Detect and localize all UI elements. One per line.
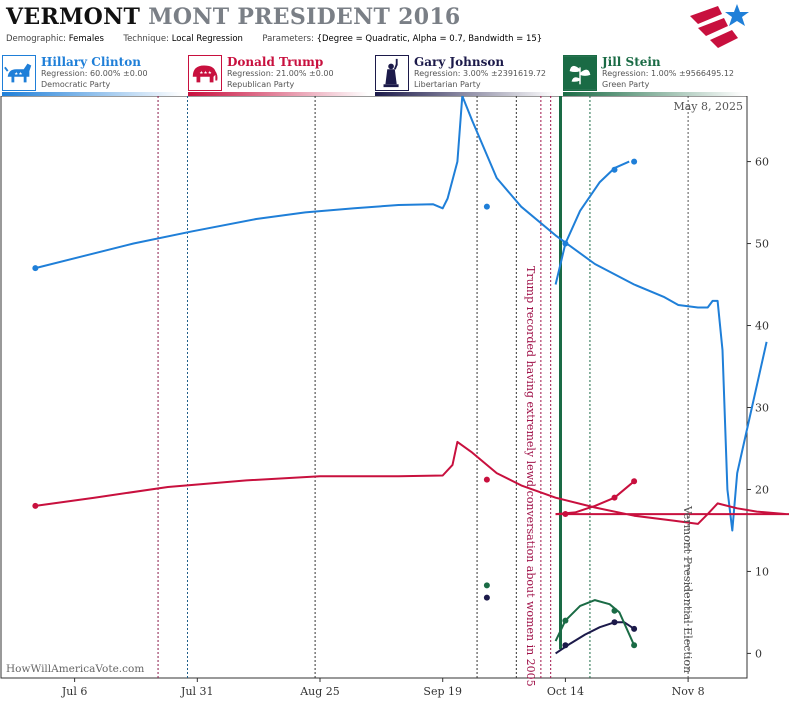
data-point bbox=[562, 511, 569, 518]
y-tick-label: 60 bbox=[755, 156, 769, 169]
data-point bbox=[631, 642, 638, 649]
data-point bbox=[483, 594, 490, 601]
candidate-party: Libertarian Party bbox=[414, 80, 481, 89]
data-point bbox=[611, 607, 618, 614]
parameters-value: {Degree = Quadratic, Alpha = 0.7, Bandwi… bbox=[316, 34, 543, 44]
date-label: May 8, 2025 bbox=[673, 100, 743, 113]
series-line bbox=[35, 440, 789, 525]
candidate-name: Donald Trump bbox=[227, 55, 324, 69]
candidate-regression: Regression: 1.00% ±9566495.12 bbox=[602, 69, 735, 78]
data-point bbox=[483, 476, 490, 483]
parameters-line: Demographic: Females Technique: Local Re… bbox=[6, 34, 543, 44]
data-point bbox=[483, 582, 490, 589]
data-point bbox=[631, 478, 638, 485]
candidate-color-bar bbox=[375, 92, 555, 96]
data-point bbox=[631, 625, 638, 632]
candidate-regression: Regression: 3.00% ±2391619.72 bbox=[414, 69, 547, 78]
y-tick-label: 0 bbox=[755, 647, 762, 660]
data-point bbox=[483, 203, 490, 210]
title-state: VERMONT bbox=[6, 4, 141, 30]
annotation-label: Vermont Presidential Election bbox=[681, 505, 694, 673]
data-point bbox=[32, 265, 39, 272]
plot-frame bbox=[0, 96, 748, 679]
candidate-party: Democratic Party bbox=[41, 80, 111, 89]
data-point bbox=[611, 619, 618, 626]
regression-chart: Jul 6 Jul 31 Aug 25 Sep 19 Oct 14 Nov 8 0 10 20 3… bbox=[0, 96, 789, 698]
data-point bbox=[631, 158, 638, 165]
candidate-name: Hillary Clinton bbox=[41, 55, 141, 69]
candidate-card-johnson: Gary Johnson Regression: 3.00% ±2391619.… bbox=[375, 55, 555, 96]
donkey-icon: ★★ bbox=[2, 55, 36, 91]
chart-title: VERMONT MONT PRESIDENT 2016 bbox=[6, 4, 461, 30]
annotation-label: Trump recorded having extremely lewd con… bbox=[524, 266, 537, 687]
data-point bbox=[611, 166, 618, 173]
x-tick-label: Jul 31 bbox=[180, 685, 214, 698]
technique-value: Local Regression bbox=[171, 34, 243, 44]
data-point bbox=[562, 240, 569, 247]
candidate-color-bar bbox=[2, 92, 182, 96]
candidate-name: Gary Johnson bbox=[414, 55, 505, 69]
x-tick-label: Aug 25 bbox=[299, 685, 340, 698]
data-point bbox=[562, 617, 569, 624]
svg-text:★★★: ★★★ bbox=[199, 70, 212, 76]
leaf-icon bbox=[563, 55, 597, 91]
y-tick-label: 30 bbox=[755, 401, 769, 414]
candidate-card-stein: Jill Stein Regression: 1.00% ±9566495.12… bbox=[563, 55, 743, 96]
data-point bbox=[32, 502, 39, 509]
star-logo-icon bbox=[690, 4, 749, 48]
statue-of-liberty-icon bbox=[375, 55, 409, 91]
y-tick-label: 50 bbox=[755, 238, 769, 251]
y-tick-label: 40 bbox=[755, 320, 769, 333]
y-tick-label: 10 bbox=[755, 565, 769, 578]
y-tick-label: 20 bbox=[755, 483, 769, 496]
x-tick-label: Nov 8 bbox=[672, 685, 705, 698]
candidate-party: Green Party bbox=[602, 80, 650, 89]
series-line bbox=[35, 96, 768, 532]
title-rest: MONT PRESIDENT 2016 bbox=[148, 4, 461, 30]
candidate-card-clinton: ★★ Hillary Clinton Regression: 60.00% ±0… bbox=[2, 55, 182, 96]
series-line bbox=[555, 480, 635, 516]
candidate-party: Republican Party bbox=[227, 80, 295, 89]
candidate-color-bar bbox=[188, 92, 368, 96]
candidate-regression: Regression: 21.00% ±0.00 bbox=[227, 69, 334, 78]
candidate-card-trump: ★★★ Donald Trump Regression: 21.00% ±0.0… bbox=[188, 55, 368, 96]
candidate-color-bar bbox=[563, 92, 743, 96]
watermark: HowWillAmericaVote.com bbox=[6, 663, 144, 675]
series-line bbox=[554, 160, 630, 285]
candidate-regression: Regression: 60.00% ±0.00 bbox=[41, 69, 148, 78]
elephant-icon: ★★★ bbox=[188, 55, 222, 91]
x-tick-label: Sep 19 bbox=[423, 685, 462, 698]
svg-text:★★: ★★ bbox=[14, 71, 23, 77]
candidate-name: Jill Stein bbox=[602, 55, 661, 69]
data-point bbox=[562, 642, 569, 649]
data-point bbox=[611, 494, 618, 501]
x-tick-label: Oct 14 bbox=[547, 685, 584, 698]
demographic-value: Females bbox=[68, 34, 104, 44]
x-tick-label: Jul 6 bbox=[61, 685, 88, 698]
